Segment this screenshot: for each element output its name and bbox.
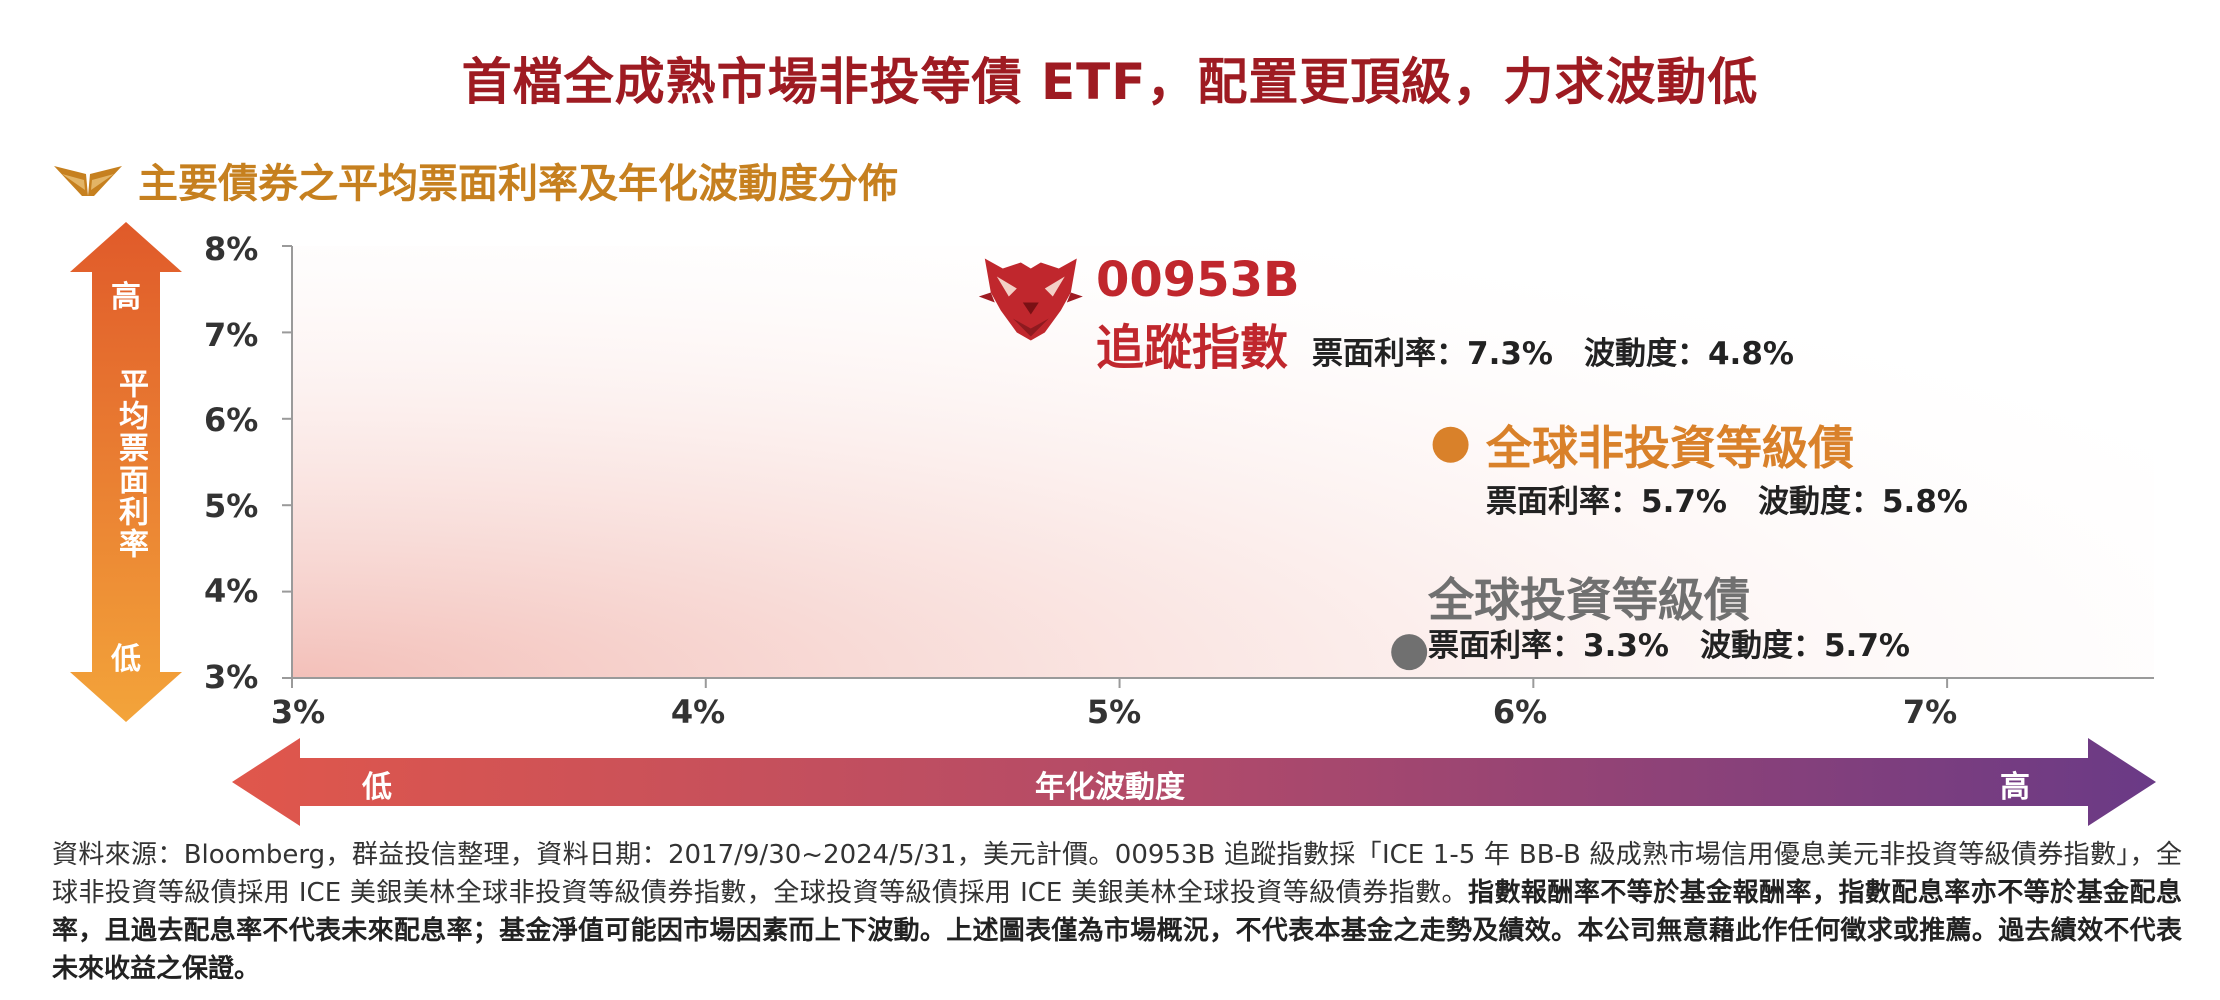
point-stat-label: 票面利率：3.3% 波動度：5.7% [1428, 628, 1910, 664]
footnote-disclaimer: 指數報酬率不等於基金報酬率，指數配息率亦不等於基金配息率，且過去配息率不代表未來… [52, 878, 2182, 984]
y-axis-label: 平均票面利率 [113, 368, 148, 560]
point-stat-label: 票面利率：5.7% 波動度：5.8% [1486, 484, 1968, 520]
x-tick-label: 4% [670, 693, 726, 731]
x-tick-marks [291, 678, 1949, 688]
y-axis-high-label: 高 [111, 280, 141, 315]
x-tick-label: 3% [270, 693, 326, 731]
y-tick-label: 7% [204, 316, 259, 354]
footnote-source: 資料來源：Bloomberg，群益投信整理，資料日期：2017/9/30~202… [52, 840, 2182, 908]
y-axis-arrow [70, 222, 182, 722]
point-name-label: 全球非投資等級債 [1486, 421, 1854, 475]
point-name-label: 追蹤指數 [1096, 320, 1289, 376]
plot-background [292, 246, 2154, 678]
y-tick-label: 8% [204, 230, 259, 268]
x-axis-high-label: 高 [2000, 770, 2030, 805]
x-axis-low-label: 低 [362, 770, 392, 805]
chart-subtitle: 主要債券之平均票面利率及年化波動度分佈 [138, 161, 898, 207]
scatter-point [1432, 426, 1469, 463]
wings-logo-icon [54, 166, 122, 196]
x-axis-label: 年化波動度 [1035, 770, 1185, 805]
x-axis-arrow [232, 738, 2156, 826]
chart-subtitle-row: 主要債券之平均票面利率及年化波動度分佈 [52, 150, 898, 210]
y-tick-label: 4% [204, 572, 259, 610]
point-code-label: 00953B [1096, 252, 1300, 308]
y-axis-low-label: 低 [111, 642, 141, 677]
footnote: 資料來源：Bloomberg，群益投信整理，資料日期：2017/9/30~202… [52, 836, 2182, 988]
y-tick-label: 5% [204, 487, 259, 525]
x-tick-label: 5% [1086, 693, 1142, 731]
tiger-logo-icon [978, 258, 1083, 341]
x-tick-label: 6% [1492, 693, 1548, 731]
x-tick-label: 7% [1902, 693, 1958, 731]
marker-layer [1391, 426, 1469, 671]
point-name-label: 全球投資等級債 [1428, 573, 1750, 627]
page-title: 首檔全成熟市場非投等債 ETF，配置更頂級，力求波動低 [461, 53, 1759, 111]
scatter-point [1391, 634, 1428, 671]
point-stat-label: 票面利率：7.3% 波動度：4.8% [1312, 336, 1794, 372]
y-tick-label: 3% [204, 658, 259, 696]
y-tick-marks [282, 245, 292, 679]
y-tick-label: 6% [204, 401, 259, 439]
